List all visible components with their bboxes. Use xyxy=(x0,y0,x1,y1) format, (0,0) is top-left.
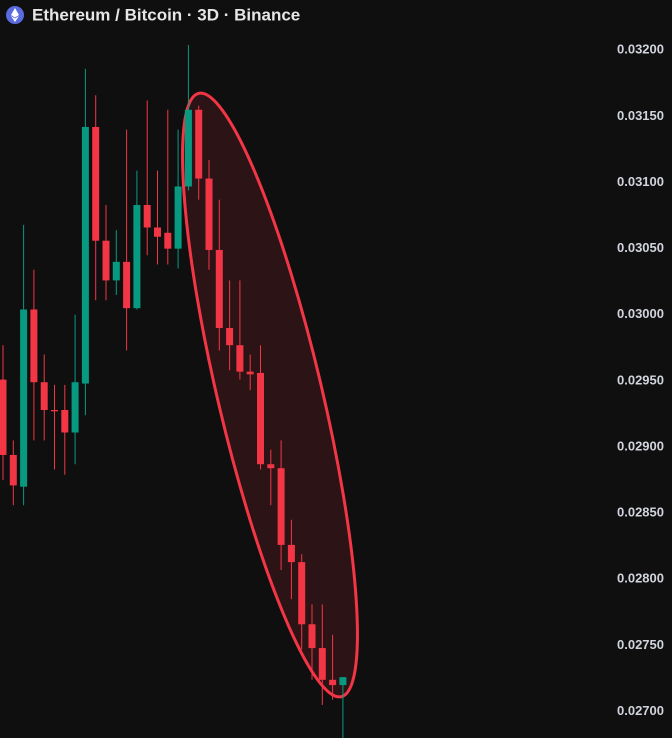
candle-body xyxy=(81,126,89,384)
candle-body xyxy=(154,227,161,237)
candle-body xyxy=(112,261,120,281)
y-tick-label: 0.03200 xyxy=(617,42,664,57)
chart-title: Ethereum / Bitcoin · 3D · Binance xyxy=(32,5,300,24)
candle-body xyxy=(287,544,295,563)
candle-body xyxy=(184,109,192,187)
candle-body xyxy=(133,205,141,309)
y-tick-label: 0.02700 xyxy=(617,703,664,718)
y-tick-label: 0.02950 xyxy=(617,372,664,387)
y-tick-label: 0.02800 xyxy=(617,571,664,586)
candle-body xyxy=(236,345,244,372)
y-axis: 0.03200 0.03150 0.03100 0.03050 0.03000 0.029… xyxy=(617,42,664,718)
candle-body xyxy=(246,371,254,375)
candle-body xyxy=(40,382,48,410)
candle-body xyxy=(164,232,172,249)
candle-body xyxy=(102,240,110,281)
candle-body xyxy=(61,410,69,433)
candle-body xyxy=(0,379,7,455)
y-tick-label: 0.03150 xyxy=(617,108,664,123)
candles xyxy=(0,44,347,738)
candle-body xyxy=(205,178,213,250)
candle-body xyxy=(9,454,17,486)
candle-body xyxy=(226,328,234,346)
candle-body xyxy=(339,677,347,686)
candle-body xyxy=(71,382,79,433)
candle-body xyxy=(30,309,38,383)
candle-body xyxy=(277,468,285,545)
y-tick-label: 0.03050 xyxy=(617,240,664,255)
candle-body xyxy=(298,562,306,625)
candle-body xyxy=(92,126,100,241)
symbol-icon xyxy=(6,6,24,24)
candle-body xyxy=(174,186,182,249)
candle-body xyxy=(51,410,58,412)
candle-body xyxy=(215,249,223,328)
y-tick-label: 0.02750 xyxy=(617,637,664,652)
highlight-ellipse xyxy=(181,91,359,699)
candle-body xyxy=(195,109,203,179)
candle-body xyxy=(123,261,131,309)
candle-body xyxy=(308,624,316,649)
y-tick-label: 0.02900 xyxy=(617,438,664,453)
candle-body xyxy=(257,372,264,465)
y-tick-label: 0.03000 xyxy=(617,306,664,321)
candle-body xyxy=(329,679,337,686)
candle-body xyxy=(318,648,326,680)
y-tick-label: 0.03100 xyxy=(617,174,664,189)
candle-body xyxy=(20,309,28,487)
candle-body xyxy=(143,205,151,228)
y-tick-label: 0.02850 xyxy=(617,505,664,520)
candle-body xyxy=(267,464,275,469)
